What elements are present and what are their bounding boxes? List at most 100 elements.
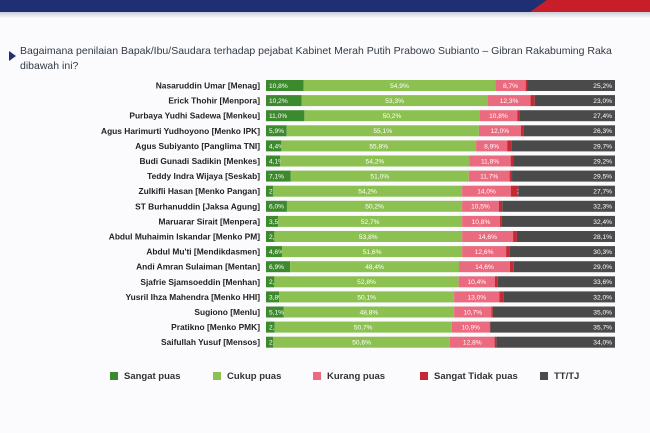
bar-segment: [266, 231, 275, 242]
legend-swatch: [213, 372, 221, 380]
bar-segment: [492, 306, 615, 318]
category-label: Teddy Indra Wijaya [Seskab]: [147, 171, 260, 181]
data-label: 7,1%: [269, 174, 284, 181]
bar-segment: [502, 200, 615, 212]
question-bullet-icon: [9, 51, 16, 61]
data-label: 54,9%: [390, 83, 409, 90]
data-label: 32,3%: [593, 204, 612, 211]
bar-segment: [266, 80, 304, 91]
data-label: 55,1%: [373, 128, 392, 135]
legend-swatch: [540, 372, 548, 380]
bar-segment: [519, 110, 615, 122]
data-label: 35,0%: [593, 309, 612, 316]
data-label: 12,0%: [490, 128, 509, 135]
bar-segment: [525, 80, 528, 91]
data-label: 29,5%: [593, 174, 612, 181]
data-label: 4,1%: [269, 158, 284, 165]
data-label: 27,4%: [593, 113, 612, 120]
bar-segment: [530, 95, 535, 107]
data-label: 14,6%: [475, 264, 494, 271]
chart-legend: Sangat puas Cukup puas Kurang puas Sangat T…: [0, 368, 650, 388]
data-label: 48,8%: [360, 309, 379, 316]
data-label: 3,8%: [269, 294, 284, 301]
bar-segment: [478, 125, 521, 137]
category-label: Zulkifli Hasan [Menko Pangan]: [139, 186, 261, 196]
data-label: 11,8%: [481, 158, 499, 165]
header-band: [0, 0, 650, 22]
data-label: 53,3%: [385, 98, 404, 105]
data-label: 4,6%: [269, 249, 284, 256]
category-label: Abdul Muhaimin Iskandar [Menko PM]: [109, 232, 260, 242]
bar-segment: [279, 291, 455, 303]
data-label: 10,4%: [467, 279, 486, 286]
data-label: 51,6%: [363, 249, 382, 256]
bar-segment: [454, 306, 492, 318]
bar-segment: [266, 321, 275, 333]
data-label: 12,3%: [500, 98, 519, 105]
data-label: 3,5%: [269, 219, 284, 226]
data-label: 50,2%: [365, 204, 384, 211]
category-label: Andi Amran Sulaiman [Mentan]: [136, 262, 260, 272]
bar-segment: [491, 306, 493, 318]
bar-segment: [304, 110, 480, 122]
data-label: 10,8%: [472, 219, 491, 226]
header-blue-stripe: [0, 0, 650, 12]
data-label: 35,7%: [593, 325, 612, 332]
question-text: Bagaimana penilaian Bapak/Ibu/Saudara te…: [20, 45, 612, 72]
bar-segment: [513, 261, 615, 273]
bar-segment: [280, 155, 470, 167]
data-label: 25,2%: [593, 83, 612, 90]
bar-segment: [266, 170, 291, 182]
bar-segment: [266, 276, 275, 288]
bar-segment: [266, 215, 279, 227]
bar-segment: [290, 170, 469, 182]
legend-item: Sangat puas: [110, 368, 181, 384]
header-red-accent: [530, 0, 650, 12]
category-label: Budi Gunadi Sadikin [Menkes]: [139, 156, 260, 166]
legend-swatch: [420, 372, 428, 380]
legend-label: Sangat puas: [124, 370, 181, 382]
bar-segment: [458, 276, 495, 288]
data-label: 32,0%: [593, 294, 612, 301]
data-label: 11,0%: [269, 113, 287, 120]
bar-segment: [490, 321, 615, 333]
bar-segment: [469, 155, 511, 167]
data-label: 28,1%: [593, 234, 612, 241]
data-label: 33,6%: [593, 279, 612, 286]
data-label: 10,9%: [461, 325, 480, 332]
stacked-bar-chart: Nasaruddin Umar [Menag]10,8%54,9%8,7%0,4…: [101, 80, 615, 348]
bar-segment: [479, 110, 518, 122]
data-label: 26,3%: [593, 128, 612, 135]
bar-segment: [520, 125, 524, 137]
data-label: 50,1%: [357, 294, 376, 301]
data-label: 14,0%: [477, 189, 496, 196]
category-label: Purbaya Yudhi Sadewa [Menkeu]: [129, 111, 260, 121]
data-label: 11,7%: [480, 174, 498, 181]
bar-segment: [286, 200, 463, 212]
bar-segment: [498, 200, 503, 212]
legend-label: Sangat Tidak puas: [434, 370, 518, 382]
data-label: 4,4%: [269, 143, 284, 150]
legend-item: Sangat Tidak puas: [420, 368, 518, 384]
data-label: 29,2%: [593, 158, 612, 165]
category-label: Agus Subiyanto [Panglima TNI]: [135, 141, 260, 151]
bar-segment: [518, 185, 615, 197]
data-label: 52,7%: [361, 219, 380, 226]
bar-segment: [462, 215, 500, 227]
bar-segment: [266, 140, 282, 152]
bar-segment: [468, 170, 510, 182]
category-label: ST Burhanuddin [Jaksa Agung]: [135, 201, 260, 211]
bar-segment: [266, 246, 283, 258]
header-shadow: [0, 12, 650, 18]
bar-segment: [506, 246, 510, 258]
bar-segment: [534, 95, 615, 107]
data-label: 51,0%: [370, 174, 389, 181]
bar-segment: [462, 231, 514, 242]
data-label: 48,4%: [365, 264, 384, 271]
bar-segment: [266, 155, 281, 167]
category-label: Maruarar Sirait [Menpera]: [159, 216, 261, 226]
data-label: 6,9%: [269, 264, 284, 271]
bar-segment: [503, 291, 615, 303]
bar-segment: [509, 170, 513, 182]
bar-segment: [511, 185, 519, 197]
